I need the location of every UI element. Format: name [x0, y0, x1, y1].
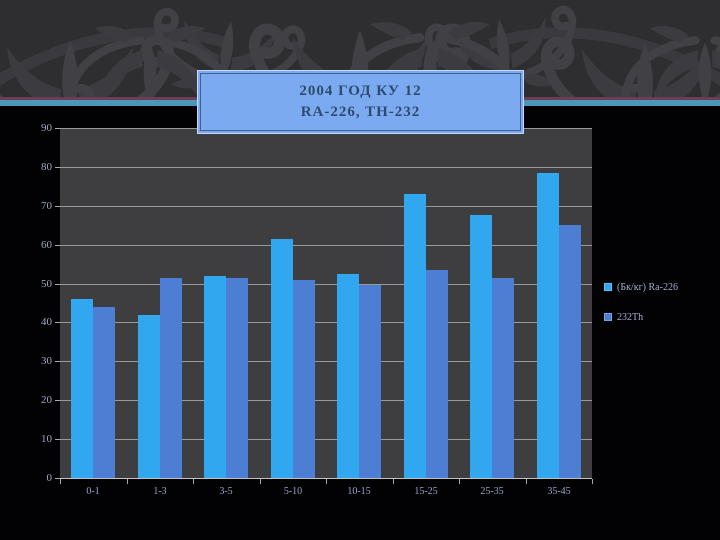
y-axis-tick [55, 400, 60, 401]
y-axis-label: 50 [41, 278, 52, 290]
y-axis-label: 90 [41, 122, 52, 134]
x-axis-tick [326, 479, 327, 484]
bar-th232-25-35 [492, 278, 514, 478]
bar-ra226-15-25 [404, 194, 426, 478]
x-axis-tick [526, 479, 527, 484]
bar-th232-5-10 [293, 280, 315, 478]
y-axis-tick [55, 206, 60, 207]
x-axis-tick [260, 479, 261, 484]
bar-th232-10-15 [359, 285, 381, 478]
y-axis-label: 30 [41, 355, 52, 367]
x-axis-label: 5-10 [283, 486, 303, 497]
x-axis-tick [459, 479, 460, 484]
chart-title-line-1: 2004 ГОД КУ 12 [299, 83, 422, 99]
x-axis-label: 3-5 [219, 486, 233, 497]
bar-ra226-25-35 [470, 215, 492, 478]
x-axis-label: 10-15 [347, 486, 371, 497]
gridline [60, 322, 592, 323]
plot-area [60, 128, 592, 479]
gridline [60, 206, 592, 207]
gridline [60, 400, 592, 401]
chart-title-box: 2004 ГОД КУ 12 RA-226, TH-232 [197, 70, 524, 134]
bar-ra226-0-1 [71, 299, 93, 478]
y-axis-tick [55, 361, 60, 362]
y-axis-label: 70 [41, 200, 52, 212]
x-axis-label: 35-45 [547, 486, 571, 497]
legend-item-0: (Бк/кг) Ra-226 [604, 280, 678, 294]
bar-th232-0-1 [93, 307, 115, 478]
y-axis-label: 60 [41, 239, 52, 251]
bar-ra226-10-15 [337, 274, 359, 478]
x-axis-tick [60, 479, 61, 484]
bar-ra226-35-45 [537, 173, 559, 478]
x-axis-tick [592, 479, 593, 484]
bar-th232-15-25 [426, 270, 448, 478]
gridline [60, 284, 592, 285]
y-axis-label: 40 [41, 316, 52, 328]
x-axis-tick [193, 479, 194, 484]
bar-ra226-3-5 [204, 276, 226, 478]
chart-title-line-2: RA-226, TH-232 [300, 104, 421, 120]
y-axis-tick [55, 167, 60, 168]
y-axis-tick [55, 284, 60, 285]
bar-th232-3-5 [226, 278, 248, 478]
x-axis-tick [127, 479, 128, 484]
bar-ra226-5-10 [271, 239, 293, 478]
legend-marker-icon [604, 283, 612, 291]
gridline [60, 361, 592, 362]
y-axis-tick [55, 478, 60, 479]
legend: (Бк/кг) Ra-226 232Th [604, 280, 678, 340]
y-axis-tick [55, 322, 60, 323]
gridline [60, 167, 592, 168]
legend-label: (Бк/кг) Ra-226 [617, 281, 678, 293]
legend-item-1: 232Th [604, 310, 678, 324]
y-axis-label: 10 [41, 433, 52, 445]
y-axis-tick [55, 245, 60, 246]
x-axis-label: 0-1 [86, 486, 100, 497]
chart-title-inner-border: 2004 ГОД КУ 12 RA-226, TH-232 [200, 73, 521, 131]
bar-th232-35-45 [559, 225, 581, 478]
x-axis-label: 1-3 [153, 486, 167, 497]
bar-th232-1-3 [160, 278, 182, 478]
gridline [60, 439, 592, 440]
y-axis-label: 20 [41, 394, 52, 406]
y-axis-label: 80 [41, 161, 52, 173]
legend-label: 232Th [617, 311, 644, 323]
y-axis-tick [55, 128, 60, 129]
x-axis-label: 15-25 [414, 486, 438, 497]
bar-ra226-1-3 [138, 315, 160, 478]
x-axis-tick [393, 479, 394, 484]
x-axis-label: 25-35 [480, 486, 504, 497]
gridline [60, 245, 592, 246]
y-axis-tick [55, 439, 60, 440]
y-axis-label: 0 [46, 472, 53, 484]
legend-marker-icon [604, 313, 612, 321]
